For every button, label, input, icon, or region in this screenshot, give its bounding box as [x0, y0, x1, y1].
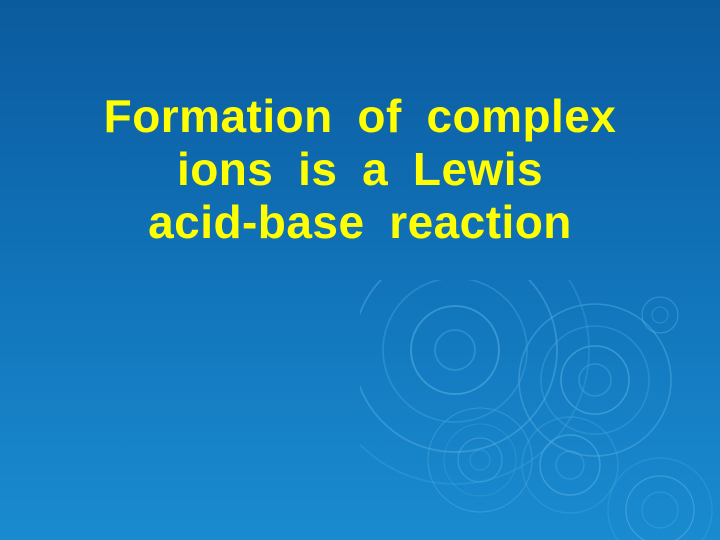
- slide-title: Formation of complex ions is a Lewis aci…: [0, 90, 720, 249]
- ripple-decoration: [360, 280, 720, 540]
- slide: Formation of complex ions is a Lewis aci…: [0, 0, 720, 540]
- title-line-3: acid-base reaction: [148, 196, 572, 248]
- title-line-2: ions is a Lewis: [177, 143, 543, 195]
- title-line-1: Formation of complex: [104, 90, 617, 142]
